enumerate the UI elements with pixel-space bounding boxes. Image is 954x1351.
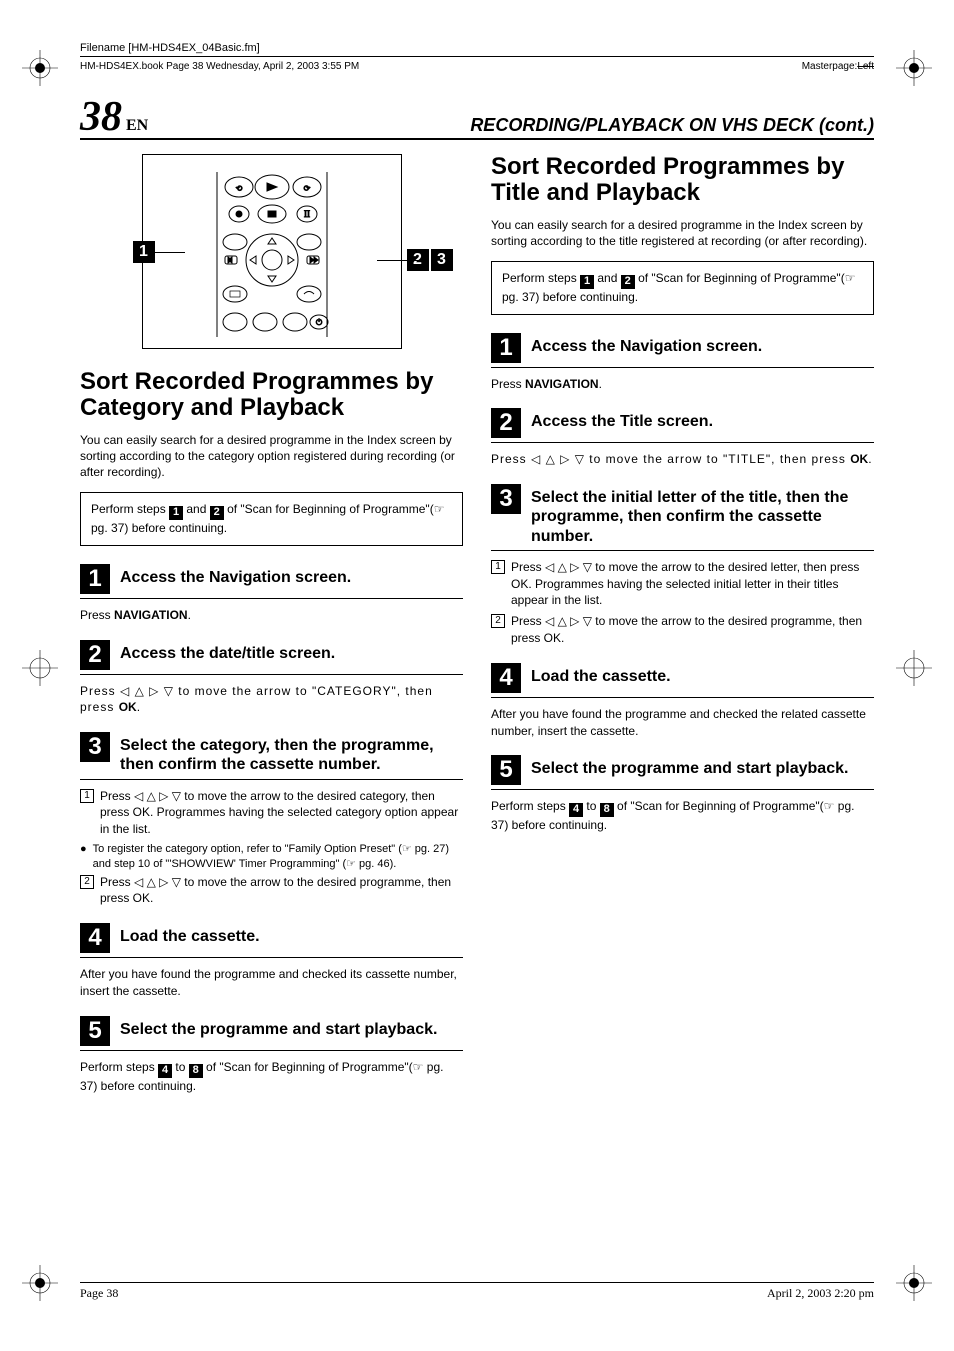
footer-date: April 2, 2003 2:20 pm bbox=[767, 1286, 874, 1301]
step-title: Load the cassette. bbox=[120, 923, 260, 946]
page-number: 38EN bbox=[80, 96, 148, 138]
step-body: Press NAVIGATION. bbox=[491, 376, 874, 393]
svg-text:II: II bbox=[304, 209, 310, 219]
left-step-5: 5 Select the programme and start playbac… bbox=[80, 1016, 463, 1051]
svg-text:⟳: ⟳ bbox=[303, 184, 310, 193]
step-number: 3 bbox=[491, 484, 521, 514]
footer-page: Page 38 bbox=[80, 1286, 118, 1301]
step-title: Select the programme and start playback. bbox=[120, 1016, 437, 1039]
step-title: Access the Navigation screen. bbox=[120, 564, 351, 587]
left-heading: Sort Recorded Programmes by Category and… bbox=[80, 369, 463, 422]
step-number: 3 bbox=[80, 732, 110, 762]
left-step-2: 2 Access the date/title screen. bbox=[80, 640, 463, 675]
step-number: 4 bbox=[491, 663, 521, 693]
meta-book-line: HM-HDS4EX.book Page 38 Wednesday, April … bbox=[80, 61, 359, 72]
left-step-1: 1 Access the Navigation screen. bbox=[80, 564, 463, 599]
page-header: 38EN RECORDING/PLAYBACK ON VHS DECK (con… bbox=[80, 96, 874, 140]
step-title: Access the date/title screen. bbox=[120, 640, 335, 663]
section-heading: RECORDING/PLAYBACK ON VHS DECK (cont.) bbox=[470, 115, 874, 138]
step-number: 5 bbox=[491, 755, 521, 785]
left-step-4: 4 Load the cassette. bbox=[80, 923, 463, 958]
substep: 2 Press ◁ △ ▷ ▽ to move the arrow to the… bbox=[491, 613, 874, 647]
step-title: Access the Navigation screen. bbox=[531, 333, 762, 356]
figure-callout-3: 3 bbox=[431, 249, 453, 271]
right-column: Sort Recorded Programmes by Title and Pl… bbox=[491, 154, 874, 1110]
right-step-3: 3 Select the initial letter of the title… bbox=[491, 484, 874, 551]
figure-callout-1: 1 bbox=[133, 241, 155, 263]
crop-mark-icon bbox=[896, 1265, 932, 1301]
crop-mark-icon bbox=[22, 1265, 58, 1301]
step-body: Press NAVIGATION. bbox=[80, 607, 463, 624]
callout-line bbox=[155, 252, 185, 253]
step-title: Select the category, then the programme,… bbox=[120, 732, 463, 774]
svg-text:⏻: ⏻ bbox=[315, 318, 322, 327]
step-number: 2 bbox=[80, 640, 110, 670]
step-body: Perform steps 4 to 8 of "Scan for Beginn… bbox=[80, 1059, 463, 1094]
right-step-4: 4 Load the cassette. bbox=[491, 663, 874, 698]
left-column: 1 2 3 ⟲ ⟳ II bbox=[80, 154, 463, 1110]
right-step-5: 5 Select the programme and start playbac… bbox=[491, 755, 874, 790]
step-number: 4 bbox=[80, 923, 110, 953]
right-heading: Sort Recorded Programmes by Title and Pl… bbox=[491, 154, 874, 207]
substep: 1 Press ◁ △ ▷ ▽ to move the arrow to the… bbox=[491, 559, 874, 609]
left-note-box: Perform steps 1 and 2 of "Scan for Begin… bbox=[80, 492, 463, 545]
left-intro: You can easily search for a desired prog… bbox=[80, 432, 463, 481]
right-intro: You can easily search for a desired prog… bbox=[491, 217, 874, 249]
crop-mark-icon bbox=[896, 50, 932, 86]
callout-line bbox=[377, 260, 429, 261]
substep: 2 Press ◁ △ ▷ ▽ to move the arrow to the… bbox=[80, 874, 463, 908]
step-number: 1 bbox=[491, 333, 521, 363]
crop-mark-icon bbox=[22, 50, 58, 86]
step-number: 5 bbox=[80, 1016, 110, 1046]
meta-block: Filename [HM-HDS4EX_04Basic.fm] HM-HDS4E… bbox=[80, 40, 874, 74]
crop-mark-icon bbox=[22, 650, 58, 686]
meta-filename: Filename [HM-HDS4EX_04Basic.fm] bbox=[80, 40, 874, 57]
step-title: Access the Title screen. bbox=[531, 408, 713, 431]
bullet-note: ● To register the category option, refer… bbox=[80, 842, 463, 872]
step-title: Select the programme and start playback. bbox=[531, 755, 848, 778]
remote-figure: 1 2 3 ⟲ ⟳ II bbox=[142, 154, 402, 349]
meta-masterpage: Masterpage:Left bbox=[802, 61, 874, 72]
substep: 1 Press ◁ △ ▷ ▽ to move the arrow to the… bbox=[80, 788, 463, 838]
right-note-box: Perform steps 1 and 2 of "Scan for Begin… bbox=[491, 261, 874, 314]
left-step-3: 3 Select the category, then the programm… bbox=[80, 732, 463, 779]
step-number: 1 bbox=[80, 564, 110, 594]
step-title: Select the initial letter of the title, … bbox=[531, 484, 874, 546]
step-title: Load the cassette. bbox=[531, 663, 671, 686]
step-body: After you have found the programme and c… bbox=[80, 966, 463, 1000]
remote-control-icon: ⟲ ⟳ II bbox=[187, 162, 357, 342]
step-body: Press ◁ △ ▷ ▽ to move the arrow to "CATE… bbox=[80, 683, 463, 717]
step-number: 2 bbox=[491, 408, 521, 438]
step-body: After you have found the programme and c… bbox=[491, 706, 874, 740]
svg-text:⟲: ⟲ bbox=[235, 184, 242, 193]
step-body: Perform steps 4 to 8 of "Scan for Beginn… bbox=[491, 798, 874, 833]
right-step-1: 1 Access the Navigation screen. bbox=[491, 333, 874, 368]
step-body: Press ◁ △ ▷ ▽ to move the arrow to "TITL… bbox=[491, 451, 874, 468]
right-step-2: 2 Access the Title screen. bbox=[491, 408, 874, 443]
page-footer: Page 38 April 2, 2003 2:20 pm bbox=[80, 1282, 874, 1301]
crop-mark-icon bbox=[896, 650, 932, 686]
